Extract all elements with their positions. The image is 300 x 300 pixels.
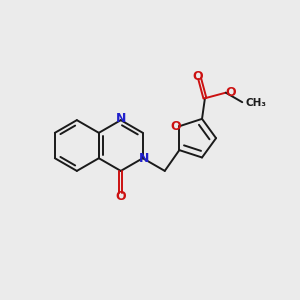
Text: O: O	[193, 70, 203, 83]
Text: O: O	[170, 120, 181, 133]
Text: O: O	[226, 85, 236, 99]
Text: O: O	[116, 190, 126, 203]
Text: N: N	[116, 112, 127, 125]
Text: CH₃: CH₃	[246, 98, 267, 108]
Text: N: N	[139, 152, 149, 165]
